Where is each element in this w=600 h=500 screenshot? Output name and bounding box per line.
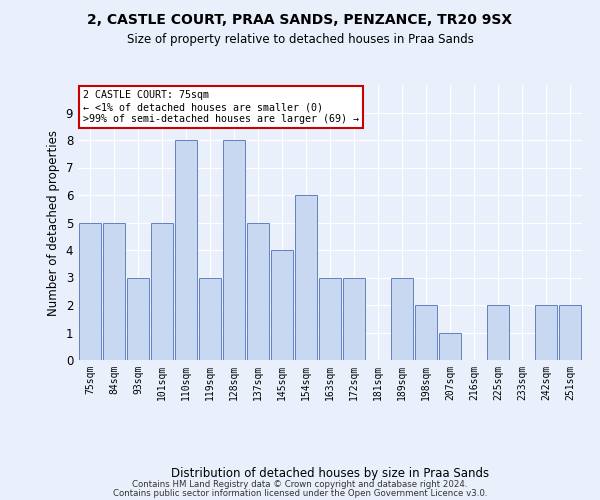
Bar — [559, 305, 581, 360]
Bar — [487, 305, 509, 360]
Text: Size of property relative to detached houses in Praa Sands: Size of property relative to detached ho… — [127, 32, 473, 46]
Bar — [247, 222, 269, 360]
Y-axis label: Number of detached properties: Number of detached properties — [47, 130, 60, 316]
Bar — [343, 278, 365, 360]
Bar — [535, 305, 557, 360]
Bar — [415, 305, 437, 360]
Bar — [175, 140, 197, 360]
Bar — [295, 195, 317, 360]
Text: Distribution of detached houses by size in Praa Sands: Distribution of detached houses by size … — [171, 467, 489, 480]
Bar — [271, 250, 293, 360]
Text: 2 CASTLE COURT: 75sqm
← <1% of detached houses are smaller (0)
>99% of semi-deta: 2 CASTLE COURT: 75sqm ← <1% of detached … — [83, 90, 359, 124]
Bar — [103, 222, 125, 360]
Bar — [439, 332, 461, 360]
Bar — [223, 140, 245, 360]
Text: Contains HM Land Registry data © Crown copyright and database right 2024.: Contains HM Land Registry data © Crown c… — [132, 480, 468, 489]
Bar — [391, 278, 413, 360]
Text: 2, CASTLE COURT, PRAA SANDS, PENZANCE, TR20 9SX: 2, CASTLE COURT, PRAA SANDS, PENZANCE, T… — [88, 12, 512, 26]
Bar — [199, 278, 221, 360]
Bar — [151, 222, 173, 360]
Bar — [127, 278, 149, 360]
Text: Contains public sector information licensed under the Open Government Licence v3: Contains public sector information licen… — [113, 488, 487, 498]
Bar — [79, 222, 101, 360]
Bar — [319, 278, 341, 360]
